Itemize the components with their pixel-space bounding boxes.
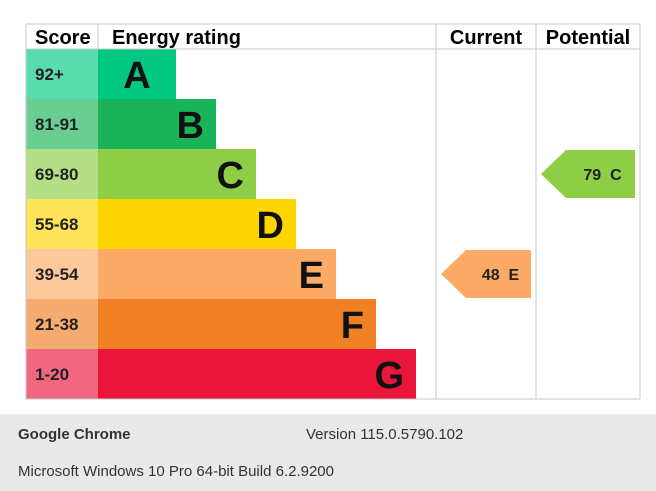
energy-rating-chart: 92+ A 81-91 B 69-80 C 55-68 D 39-54 E 21-38 F 1-20 G S… — [25, 23, 641, 400]
rating-bar-b — [98, 99, 216, 149]
score-label-g: 1-20 — [35, 365, 69, 384]
score-cell-a — [26, 49, 98, 99]
rating-letter-d: D — [257, 205, 284, 247]
score-cell-g — [26, 349, 98, 399]
rating-bar-a — [98, 49, 176, 99]
score-label-b: 81-91 — [35, 115, 78, 134]
header-energy-rating: Energy rating — [112, 27, 241, 49]
rating-letter-e: E — [299, 255, 324, 297]
rating-bar-c — [98, 149, 256, 199]
score-label-e: 39-54 — [35, 265, 79, 284]
header-score: Score — [35, 27, 91, 49]
score-cell-f — [26, 299, 98, 349]
browser-name: Google Chrome — [18, 426, 131, 443]
score-label-a: 92+ — [35, 65, 64, 84]
browser-version: Version 115.0.5790.102 — [306, 426, 464, 443]
rating-letter-g: G — [374, 355, 404, 397]
header-current: Current — [450, 27, 523, 49]
rating-bar-g — [98, 349, 416, 399]
score-label-f: 21-38 — [35, 315, 78, 334]
current-rating-arrow — [441, 250, 531, 298]
potential-rating-arrow — [541, 150, 635, 198]
rating-letter-b: B — [177, 105, 204, 147]
header-potential: Potential — [546, 27, 630, 49]
rating-letter-c: C — [217, 155, 244, 197]
potential-rating-label: 79 C — [583, 167, 622, 184]
rating-letter-a: A — [123, 55, 150, 97]
rating-letter-f: F — [341, 305, 364, 347]
score-label-d: 55-68 — [35, 215, 78, 234]
rating-bar-d — [98, 199, 296, 249]
score-label-c: 69-80 — [35, 165, 78, 184]
current-rating-label: 48 E — [482, 267, 520, 284]
score-cell-b — [26, 99, 98, 149]
score-cell-d — [26, 199, 98, 249]
score-cell-e — [26, 249, 98, 299]
os-info: Microsoft Windows 10 Pro 64-bit Build 6.… — [18, 463, 334, 480]
score-cell-c — [26, 149, 98, 199]
rating-bar-f — [98, 299, 376, 349]
rating-bar-e — [98, 249, 336, 299]
browser-info-footer: Google Chrome Version 115.0.5790.102 Mic… — [0, 414, 656, 491]
